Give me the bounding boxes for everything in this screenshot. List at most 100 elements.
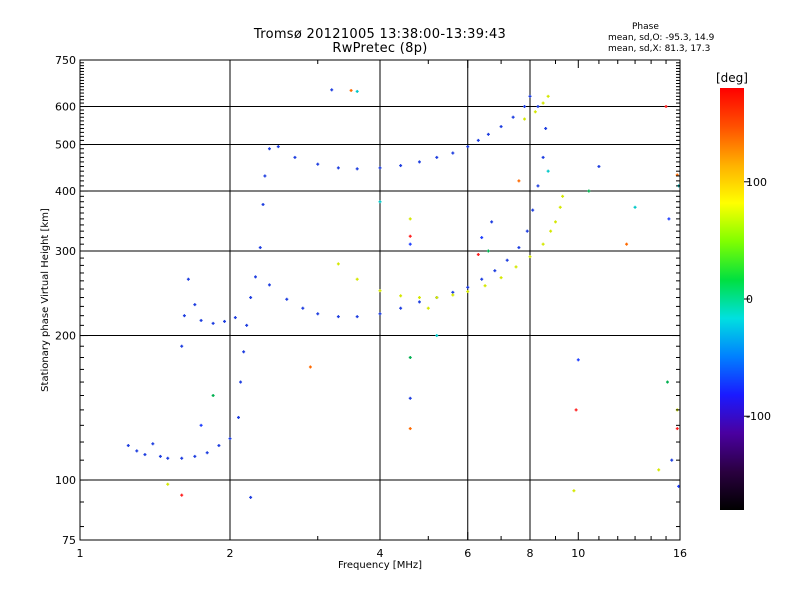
data-point-O bbox=[193, 303, 197, 307]
data-point-noise bbox=[408, 217, 412, 221]
data-point-O bbox=[205, 451, 209, 455]
data-point-O bbox=[143, 453, 147, 457]
data-point-O bbox=[316, 312, 320, 316]
x-tick-label: 1 bbox=[77, 547, 84, 560]
data-point-X bbox=[523, 117, 527, 121]
y-tick-label: 600 bbox=[55, 101, 76, 114]
y-tick-label: 500 bbox=[55, 139, 76, 152]
chart-subtitle: RwPretec (8p) bbox=[332, 41, 428, 56]
y-axis-label: Stationary phase Virtual Height [km] bbox=[40, 208, 51, 392]
data-point-noise bbox=[408, 396, 412, 400]
data-point-O bbox=[186, 277, 190, 281]
data-point-O bbox=[261, 202, 265, 206]
data-point-noise bbox=[667, 217, 671, 221]
y-tick-label: 200 bbox=[55, 330, 76, 343]
data-point-O bbox=[166, 456, 170, 460]
data-point-noise bbox=[670, 458, 674, 462]
data-point-O bbox=[223, 319, 227, 323]
data-point-O bbox=[378, 166, 382, 170]
data-point-O bbox=[258, 246, 262, 250]
data-point-O bbox=[451, 290, 455, 294]
data-point-X bbox=[558, 205, 562, 209]
data-point-noise bbox=[486, 249, 490, 253]
data-point-O bbox=[493, 269, 497, 273]
data-point-O bbox=[355, 315, 359, 319]
data-point-X bbox=[483, 284, 487, 288]
data-point-O bbox=[126, 444, 130, 448]
data-point-noise bbox=[633, 205, 637, 209]
data-point-O bbox=[135, 449, 139, 453]
data-point-O bbox=[316, 162, 320, 166]
data-point-noise bbox=[408, 355, 412, 359]
data-point-noise bbox=[435, 334, 439, 338]
data-point-X bbox=[541, 242, 545, 246]
data-point-O bbox=[217, 444, 221, 448]
data-point-O bbox=[417, 300, 421, 304]
colorbar-tick-label: 100 bbox=[746, 176, 767, 189]
data-point-noise bbox=[211, 394, 215, 398]
data-point-O bbox=[466, 285, 470, 289]
chart-title: Tromsø 20121005 13:38:00-13:39:43 bbox=[253, 27, 507, 42]
data-point-noise bbox=[587, 189, 591, 193]
y-axis: 75 100 200 300 400 500 600 750 bbox=[55, 54, 680, 547]
data-point-noise bbox=[378, 200, 382, 204]
data-point-O bbox=[182, 314, 186, 318]
data-point-noise bbox=[349, 88, 353, 92]
data-point-O bbox=[180, 344, 184, 348]
data-point-noise bbox=[408, 234, 412, 238]
colorbar-label: [deg] bbox=[716, 71, 748, 85]
data-point-X bbox=[378, 289, 382, 293]
data-point-noise bbox=[546, 169, 550, 173]
data-point-O bbox=[233, 316, 237, 320]
data-point-X bbox=[399, 294, 403, 298]
data-point-noise bbox=[330, 88, 334, 92]
x-tick-label: 10 bbox=[571, 547, 585, 560]
data-point-O bbox=[523, 105, 527, 109]
x-tick-label: 4 bbox=[377, 547, 384, 560]
data-point-O bbox=[531, 208, 535, 212]
x-tick-label: 2 bbox=[227, 547, 234, 560]
y-tick-label: 400 bbox=[55, 185, 76, 198]
data-point-noise bbox=[597, 164, 601, 168]
data-point-O bbox=[242, 350, 246, 354]
data-point-noise bbox=[476, 253, 480, 257]
y-tick-label: 750 bbox=[55, 54, 76, 67]
y-tick-label: 100 bbox=[55, 474, 76, 487]
data-point-X bbox=[466, 290, 470, 294]
data-point-O bbox=[336, 166, 340, 170]
data-point-O bbox=[476, 138, 480, 142]
colorbar-tick-label: -100 bbox=[746, 410, 771, 423]
data-point-O bbox=[158, 454, 162, 458]
data-point-noise bbox=[572, 489, 576, 493]
data-point-noise bbox=[408, 427, 412, 431]
data-point-X bbox=[355, 277, 359, 281]
data-point-O bbox=[180, 456, 184, 460]
data-point-O bbox=[293, 155, 297, 159]
x-tick-label: 8 bbox=[527, 547, 534, 560]
data-point-X bbox=[417, 296, 421, 300]
data-point-O bbox=[211, 321, 215, 325]
data-point-O bbox=[399, 164, 403, 168]
data-point-X bbox=[336, 262, 340, 266]
data-point-X bbox=[546, 94, 550, 98]
data-point-O bbox=[228, 437, 232, 441]
data-point-O bbox=[486, 132, 490, 136]
data-point-O bbox=[285, 297, 289, 301]
data-point-noise bbox=[166, 482, 170, 486]
data-point-O bbox=[151, 442, 155, 446]
data-point-O bbox=[480, 277, 484, 281]
data-point-X bbox=[541, 101, 545, 105]
data-point-noise bbox=[426, 306, 430, 310]
data-point-noise bbox=[308, 365, 312, 369]
data-point-noise bbox=[249, 495, 253, 499]
data-point-O bbox=[263, 174, 267, 178]
data-point-O bbox=[536, 184, 540, 188]
data-point-O bbox=[528, 94, 532, 98]
grid-lines bbox=[80, 60, 680, 540]
phase-info-x-mode: mean, sd,X: 81.3, 17.3 bbox=[608, 44, 711, 54]
data-point-X bbox=[553, 220, 557, 224]
data-point-O bbox=[399, 306, 403, 310]
data-point-O bbox=[505, 258, 509, 262]
data-point-X bbox=[528, 255, 532, 259]
